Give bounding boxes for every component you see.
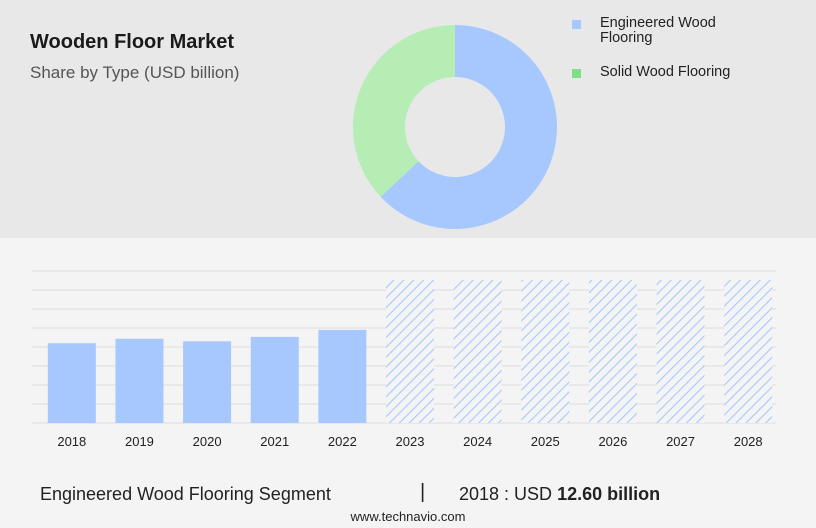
forecast-bar-2024 [453, 280, 502, 423]
x-tick-label: 2021 [260, 434, 289, 449]
legend-item: Engineered Wood Flooring [572, 16, 772, 46]
forecast-bar-2023 [386, 280, 434, 423]
donut-chart [353, 24, 557, 229]
donut-slice-1 [380, 25, 557, 229]
bar-2018 [47, 343, 96, 423]
bar-2021 [250, 336, 299, 423]
footer-separator: | [420, 481, 426, 503]
forecast-bar-2027 [656, 280, 705, 423]
x-tick-label: 2019 [125, 434, 154, 449]
x-tick-label: 2028 [734, 434, 763, 449]
segment-value-prefix: 2018 : USD [459, 484, 558, 504]
x-tick-label: 2022 [328, 434, 357, 449]
bar-2020 [183, 341, 232, 423]
forecast-bar-2025 [521, 280, 570, 423]
x-tick-label: 2023 [396, 434, 425, 449]
legend-label: Solid Wood Flooring [600, 64, 731, 80]
chart-subtitle: Share by Type (USD billion) [30, 63, 240, 82]
x-tick-label: 2018 [57, 434, 86, 449]
bar-2022 [318, 329, 367, 423]
x-tick-label: 2024 [463, 434, 492, 449]
legend-label: Engineered Wood Flooring [600, 15, 716, 46]
chart-title: Wooden Floor Market [30, 31, 235, 53]
forecast-bar-2026 [588, 280, 637, 423]
segment-value: 2018 : USD 12.60 billion [459, 484, 660, 505]
forecast-bar-2028 [724, 280, 773, 423]
legend-swatch [572, 20, 581, 29]
source-link[interactable]: www.technavio.com [350, 509, 466, 524]
legend-item: Solid Wood Flooring [572, 65, 772, 80]
segment-label: Engineered Wood Flooring Segment [40, 484, 331, 504]
legend-swatch [572, 69, 581, 78]
donut-legend: Engineered Wood Flooring Solid Wood Floor… [572, 16, 772, 80]
x-tick-label: 2020 [193, 434, 222, 449]
x-tick-label: 2025 [531, 434, 560, 449]
x-tick-label: 2026 [598, 434, 627, 449]
segment-value-amount: 12.60 billion [557, 484, 661, 504]
x-tick-label: 2027 [666, 434, 695, 449]
bar-2019 [115, 338, 164, 423]
donut-slice-2 [353, 24, 455, 197]
